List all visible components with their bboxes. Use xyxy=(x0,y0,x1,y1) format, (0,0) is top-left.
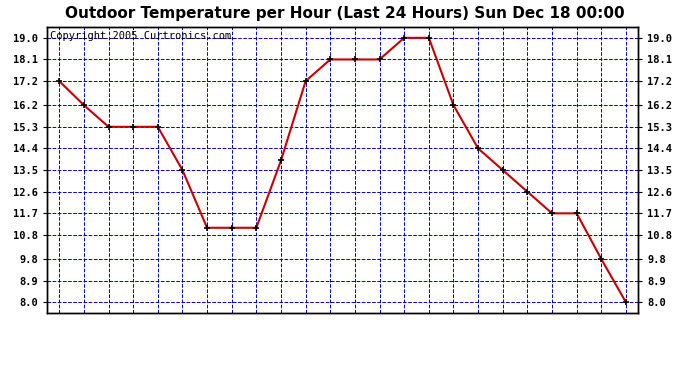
Text: 00:00: 00:00 xyxy=(616,322,626,354)
Text: 02:00: 02:00 xyxy=(74,322,84,354)
Text: 20:00: 20:00 xyxy=(518,322,527,354)
Text: 23:00: 23:00 xyxy=(591,322,601,354)
Text: 10:00: 10:00 xyxy=(271,322,281,354)
Text: Copyright 2005 Curtronics.com: Copyright 2005 Curtronics.com xyxy=(50,31,231,41)
Text: 04:00: 04:00 xyxy=(123,322,133,354)
Text: 06:00: 06:00 xyxy=(172,322,182,354)
Text: 21:00: 21:00 xyxy=(542,322,552,354)
Text: 05:00: 05:00 xyxy=(148,322,158,354)
Text: Outdoor Temperature per Hour (Last 24 Hours) Sun Dec 18 00:00: Outdoor Temperature per Hour (Last 24 Ho… xyxy=(65,6,625,21)
Text: 13:00: 13:00 xyxy=(345,322,355,354)
Text: 15:00: 15:00 xyxy=(394,322,404,354)
Text: 12:00: 12:00 xyxy=(320,322,331,354)
Text: 08:00: 08:00 xyxy=(221,322,232,354)
Text: 09:00: 09:00 xyxy=(246,322,257,354)
Text: 18:00: 18:00 xyxy=(468,322,478,354)
Text: 17:00: 17:00 xyxy=(444,322,453,354)
Text: 01:00: 01:00 xyxy=(49,322,59,354)
Text: 14:00: 14:00 xyxy=(370,322,380,354)
Text: 07:00: 07:00 xyxy=(197,322,207,354)
Text: 22:00: 22:00 xyxy=(566,322,577,354)
Text: 03:00: 03:00 xyxy=(99,322,108,354)
Text: 11:00: 11:00 xyxy=(295,322,306,354)
Text: 16:00: 16:00 xyxy=(419,322,428,354)
Text: 19:00: 19:00 xyxy=(493,322,503,354)
